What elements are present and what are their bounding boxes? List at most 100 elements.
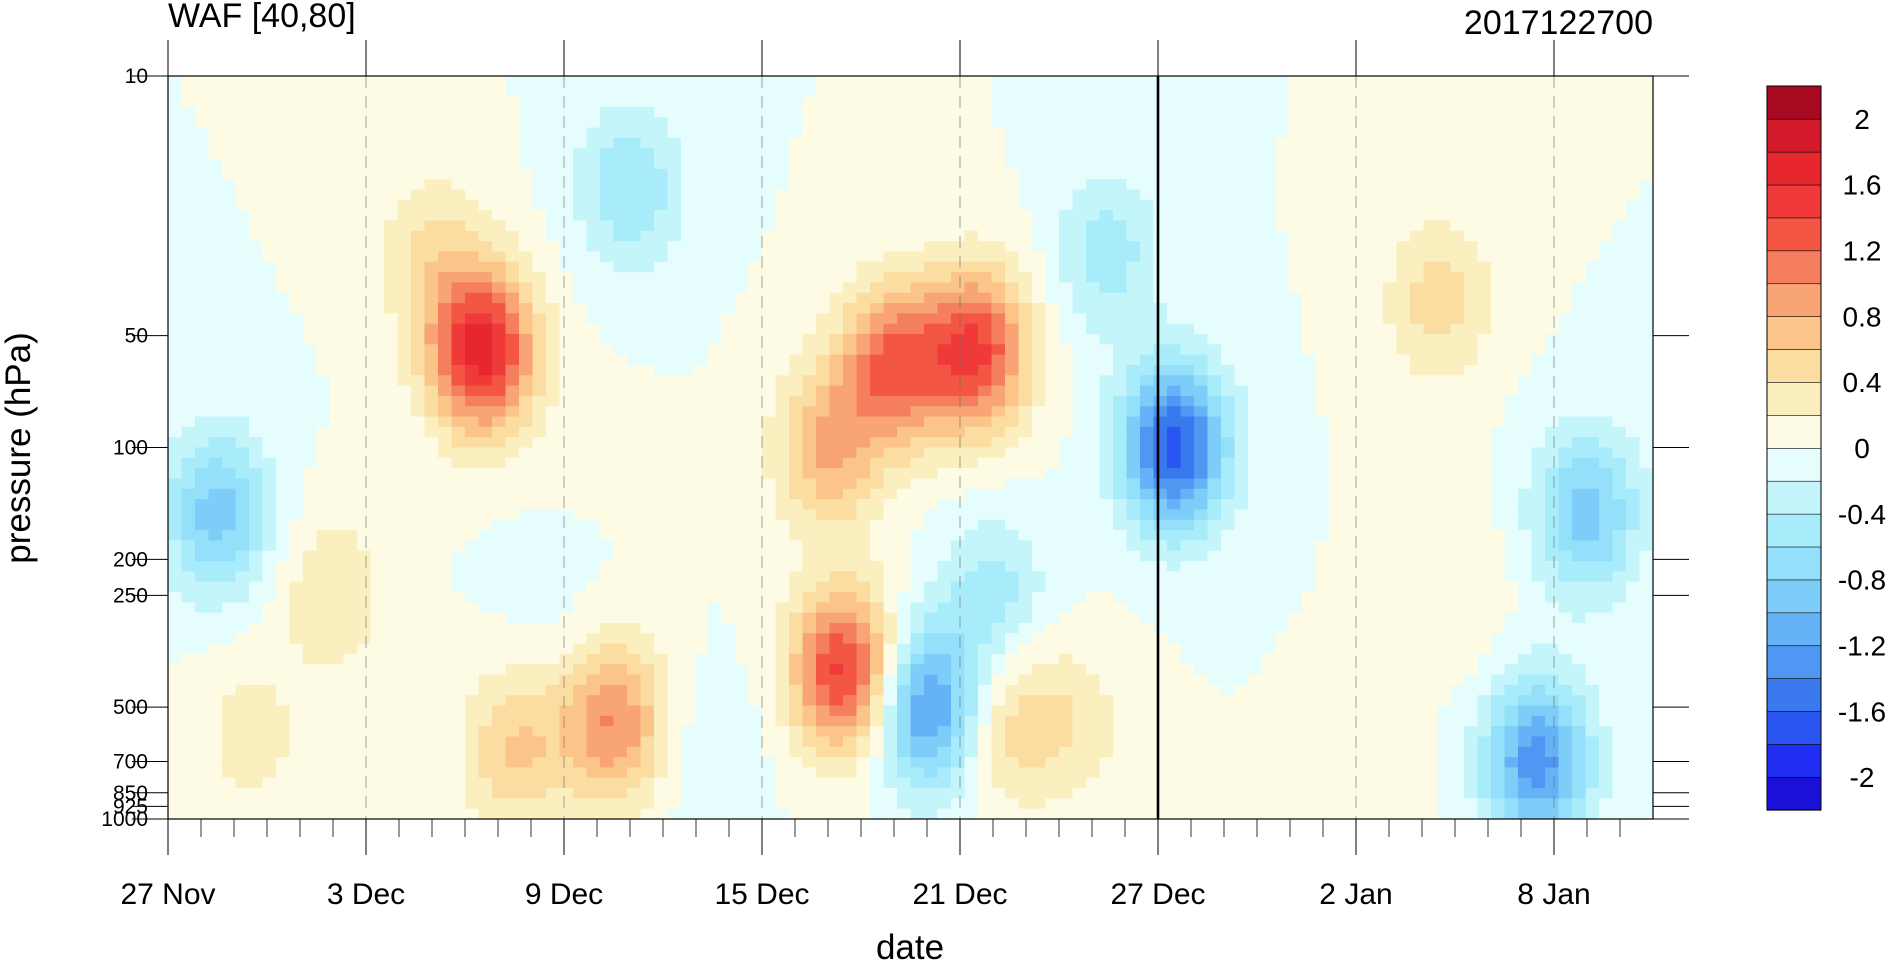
- field-cell: [1450, 478, 1465, 490]
- field-cell: [492, 437, 507, 449]
- field-cell: [775, 406, 790, 418]
- field-cell: [1558, 354, 1573, 366]
- field-cell: [721, 76, 736, 87]
- field-cell: [303, 189, 318, 201]
- field-cell: [505, 210, 520, 222]
- field-cell: [1342, 519, 1357, 531]
- field-cell: [1383, 509, 1398, 521]
- field-cell: [235, 96, 250, 108]
- field-cell: [1018, 323, 1033, 335]
- field-cell: [1059, 220, 1074, 232]
- field-cell: [1356, 488, 1371, 500]
- field-cell: [1005, 199, 1020, 211]
- field-cell: [1248, 272, 1263, 283]
- field-cell: [721, 323, 736, 335]
- field-cell: [289, 364, 304, 376]
- field-cell: [573, 86, 588, 98]
- field-cell: [519, 323, 534, 335]
- field-cell: [586, 251, 601, 263]
- field-cell: [978, 158, 993, 170]
- field-cell: [654, 117, 669, 129]
- field-cell: [357, 106, 372, 118]
- field-cell: [438, 117, 453, 129]
- field-cell: [1194, 76, 1209, 87]
- field-cell: [1315, 199, 1330, 211]
- field-cell: [1288, 385, 1303, 397]
- field-cell: [465, 76, 480, 87]
- field-cell: [762, 375, 777, 387]
- field-cell: [1545, 364, 1560, 376]
- field-cell: [357, 468, 372, 480]
- field-cell: [330, 230, 345, 242]
- field-cell: [235, 344, 250, 356]
- field-cell: [1302, 179, 1317, 191]
- field-cell: [559, 323, 574, 335]
- field-cell: [1599, 478, 1614, 490]
- field-cell: [168, 127, 183, 139]
- field-cell: [181, 261, 196, 273]
- field-cell: [748, 519, 763, 531]
- field-cell: [208, 468, 223, 480]
- field-cell: [1005, 478, 1020, 490]
- field-cell: [235, 313, 250, 325]
- field-cell: [1369, 199, 1384, 211]
- field-cell: [1221, 313, 1236, 325]
- field-cell: [532, 199, 547, 211]
- field-cell: [1248, 519, 1263, 531]
- field-cell: [1545, 241, 1560, 253]
- field-cell: [289, 168, 304, 180]
- field-cell: [1113, 272, 1128, 283]
- field-cell: [222, 333, 237, 345]
- field-cell: [505, 354, 520, 366]
- field-cell: [546, 519, 561, 531]
- field-cell: [829, 323, 844, 335]
- field-cell: [1248, 220, 1263, 232]
- field-cell: [856, 509, 871, 521]
- field-cell: [222, 199, 237, 211]
- field-cell: [1531, 375, 1546, 387]
- field-cell: [505, 117, 520, 129]
- field-cell: [694, 540, 709, 552]
- field-cell: [1504, 210, 1519, 222]
- field-cell: [478, 210, 493, 222]
- field-cell: [816, 437, 831, 449]
- field-cell: [1221, 282, 1236, 294]
- field-cell: [181, 168, 196, 180]
- field-cell: [1626, 364, 1641, 376]
- field-cell: [708, 137, 723, 149]
- field-cell: [1545, 385, 1560, 397]
- field-cell: [1572, 457, 1587, 469]
- field-cell: [964, 354, 979, 366]
- field-cell: [910, 220, 925, 232]
- field-cell: [829, 76, 844, 87]
- field-cell: [235, 416, 250, 428]
- field-cell: [883, 478, 898, 490]
- field-cell: [1234, 530, 1249, 541]
- field-cell: [546, 230, 561, 242]
- field-cell: [357, 137, 372, 149]
- field-cell: [303, 488, 318, 500]
- field-cell: [303, 106, 318, 118]
- field-cell: [1612, 210, 1627, 222]
- field-cell: [519, 199, 534, 211]
- field-cell: [411, 416, 426, 428]
- field-cell: [897, 468, 912, 480]
- field-cell: [1018, 292, 1033, 304]
- field-cell: [1423, 117, 1438, 129]
- field-cell: [559, 364, 574, 376]
- field-cell: [1302, 76, 1317, 87]
- field-cell: [316, 189, 331, 201]
- field-cell: [964, 220, 979, 232]
- field-cell: [667, 478, 682, 490]
- field-cell: [613, 509, 628, 521]
- field-cell: [1518, 457, 1533, 469]
- field-cell: [559, 292, 574, 304]
- field-cell: [1234, 395, 1249, 407]
- field-cell: [991, 437, 1006, 449]
- field-cell: [424, 313, 439, 325]
- field-cell: [613, 323, 628, 335]
- field-cell: [546, 179, 561, 191]
- field-cell: [303, 251, 318, 263]
- field-cell: [1342, 261, 1357, 273]
- field-cell: [1369, 261, 1384, 273]
